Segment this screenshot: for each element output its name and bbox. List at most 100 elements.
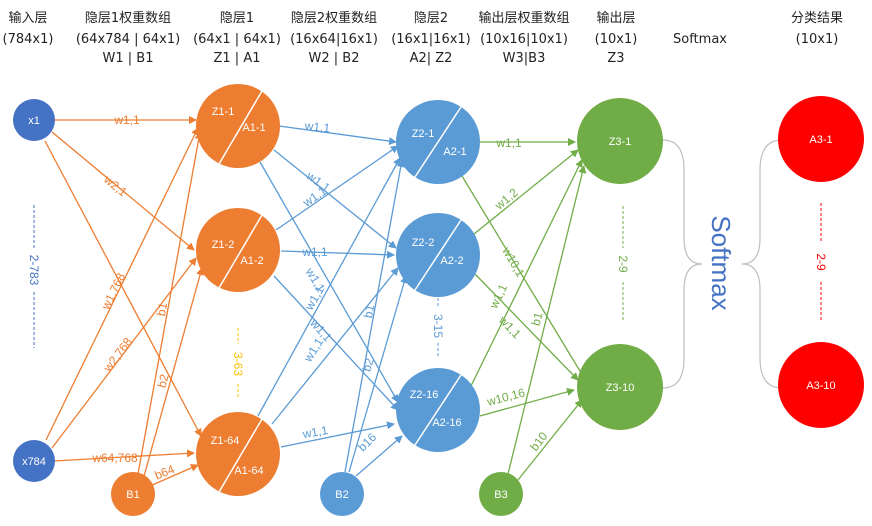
edge-h2-16-o10 xyxy=(479,388,575,417)
node-label-z: Z1-1 xyxy=(212,106,235,118)
header-output-symbols: Z3 xyxy=(607,51,624,66)
header-hidden2: 隐层2 (16x1|16x1) A2| Z2 xyxy=(391,11,471,66)
edge-h2-2-o1 xyxy=(473,149,579,235)
node-label-a: A1-1 xyxy=(242,122,265,134)
header-hidden1-symbols: Z1 | A1 xyxy=(214,51,261,66)
dots-hidden1: 3-63 xyxy=(231,328,245,398)
output-node-10: Z3-10 xyxy=(577,344,663,430)
node-label-z: Z2-2 xyxy=(412,237,435,249)
node-circle xyxy=(196,84,280,168)
header-result-dims: (10x1) xyxy=(796,32,839,47)
weight-label: b1 xyxy=(154,301,170,317)
layer1-connections xyxy=(44,116,204,487)
header-hidden1: 隐层1 (64x1 | 64x1) Z1 | A1 xyxy=(193,11,281,66)
node-circle xyxy=(13,440,55,482)
header-result: 分类结果 (10x1) xyxy=(791,11,843,47)
layer3-connections xyxy=(461,138,587,481)
dots-output: 2-9 xyxy=(616,206,630,322)
weight-label: b2 xyxy=(360,356,377,373)
weight-label: b16 xyxy=(355,430,379,454)
input-node-x1: x1 xyxy=(13,99,55,141)
node-label-z: Z1-2 xyxy=(212,239,235,251)
weight-label: w1,768 xyxy=(98,270,128,312)
header-w2-dims: (16x64|16x1) xyxy=(290,32,378,47)
edge-b3-o10 xyxy=(517,399,583,481)
layer1-weight-labels: w1,1 w2,1 w1,768 w2,768 w64,768 b1 b2 b6… xyxy=(91,113,176,483)
node-divider xyxy=(218,418,263,493)
node-label-a: A1-2 xyxy=(240,255,263,267)
dots-label-input: 2-783 xyxy=(27,255,41,286)
edge-h1-2-h2-1 xyxy=(275,145,399,231)
node-divider xyxy=(414,219,462,291)
weight-label: w1,1 xyxy=(113,113,140,127)
edge-x1-h1-2 xyxy=(51,131,195,251)
weight-label: b64 xyxy=(153,462,177,483)
hidden1-node-1: Z1-1 A1-1 xyxy=(196,84,280,168)
header-w1: 隐层1权重数组 (64x784 | 64x1) W1 | B1 xyxy=(76,10,180,66)
node-circle xyxy=(320,472,364,516)
node-circle xyxy=(196,412,280,496)
header-output-dims: (10x1) xyxy=(595,32,638,47)
result-node-1: A3-1 xyxy=(778,96,864,182)
edge-x1-h1-64 xyxy=(44,140,202,437)
header-w2: 隐层2权重数组 (16x64|16x1) W2 | B2 xyxy=(290,10,378,66)
node-label-z: Z2-16 xyxy=(410,389,439,401)
weight-label: w64,768 xyxy=(91,451,138,465)
node-label-a: A2-1 xyxy=(443,146,466,158)
node-circle xyxy=(13,99,55,141)
edge-x784-h1-1 xyxy=(45,127,199,441)
header-w3-title: 输出层权重数组 xyxy=(478,10,569,26)
header-result-title: 分类结果 xyxy=(791,11,843,26)
edge-h1-1-h2-1 xyxy=(278,125,397,146)
header-input-title: 输入层 xyxy=(8,10,47,26)
edge-h1-64-h2-16 xyxy=(280,421,395,448)
header-softmax: Softmax xyxy=(673,32,727,47)
node-label-a: A2-16 xyxy=(432,417,461,429)
node-circle xyxy=(196,208,280,292)
weight-label: w2,768 xyxy=(100,335,135,375)
edge-h1-2-h2-2 xyxy=(280,250,395,259)
softmax-bracket-right-bottom xyxy=(741,263,783,389)
node-circle xyxy=(577,98,663,184)
weight-label: b2 xyxy=(155,372,172,389)
result-node-10: A3-10 xyxy=(778,342,864,428)
dots-label-hidden2: 3-15 xyxy=(431,314,445,338)
node-circle xyxy=(479,472,523,516)
header-w1-title: 隐层1权重数组 xyxy=(85,10,171,26)
node-label: B2 xyxy=(335,489,348,501)
edge-b1-h1-1 xyxy=(137,131,203,475)
weight-label: w10,16 xyxy=(484,385,526,409)
softmax-label: Softmax xyxy=(706,215,736,310)
edge-b1-h1-64 xyxy=(149,464,199,487)
edge-b2-h2-1 xyxy=(344,159,405,473)
dots-label-output: 2-9 xyxy=(616,255,630,273)
edge-h1-64-h2-1 xyxy=(257,157,401,417)
header-w1-symbols: W1 | B1 xyxy=(103,51,154,66)
node-divider xyxy=(414,374,462,446)
weight-label: b1 xyxy=(529,310,546,327)
weight-label: w1,1 xyxy=(495,136,522,150)
weight-label: w1,1 xyxy=(301,423,330,441)
node-label: A3-1 xyxy=(809,134,832,146)
header-w1-dims: (64x784 | 64x1) xyxy=(76,32,180,47)
edge-h2-16-o1 xyxy=(467,159,583,393)
bias-node-b2: B2 xyxy=(320,472,364,516)
node-label: B1 xyxy=(126,489,139,501)
node-divider xyxy=(218,90,263,165)
header-hidden1-dims: (64x1 | 64x1) xyxy=(193,32,281,47)
edge-b2-h2-2 xyxy=(348,275,408,473)
softmax-bracket xyxy=(662,139,783,389)
edge-h2-2-o10 xyxy=(474,273,579,381)
node-divider xyxy=(218,214,263,289)
input-node-x784: x784 xyxy=(13,440,55,482)
weight-label: w1,2 xyxy=(491,185,520,213)
header-input-dims: (784x1) xyxy=(3,32,54,47)
weight-label: b1 xyxy=(361,303,377,319)
hidden1-node-2: Z1-2 A1-2 xyxy=(196,208,280,292)
node-circle xyxy=(778,342,864,428)
node-label-a: A2-2 xyxy=(440,255,463,267)
node-label: x784 xyxy=(22,456,46,468)
softmax-bracket-left-top xyxy=(662,139,703,265)
output-node-1: Z3-1 xyxy=(577,98,663,184)
